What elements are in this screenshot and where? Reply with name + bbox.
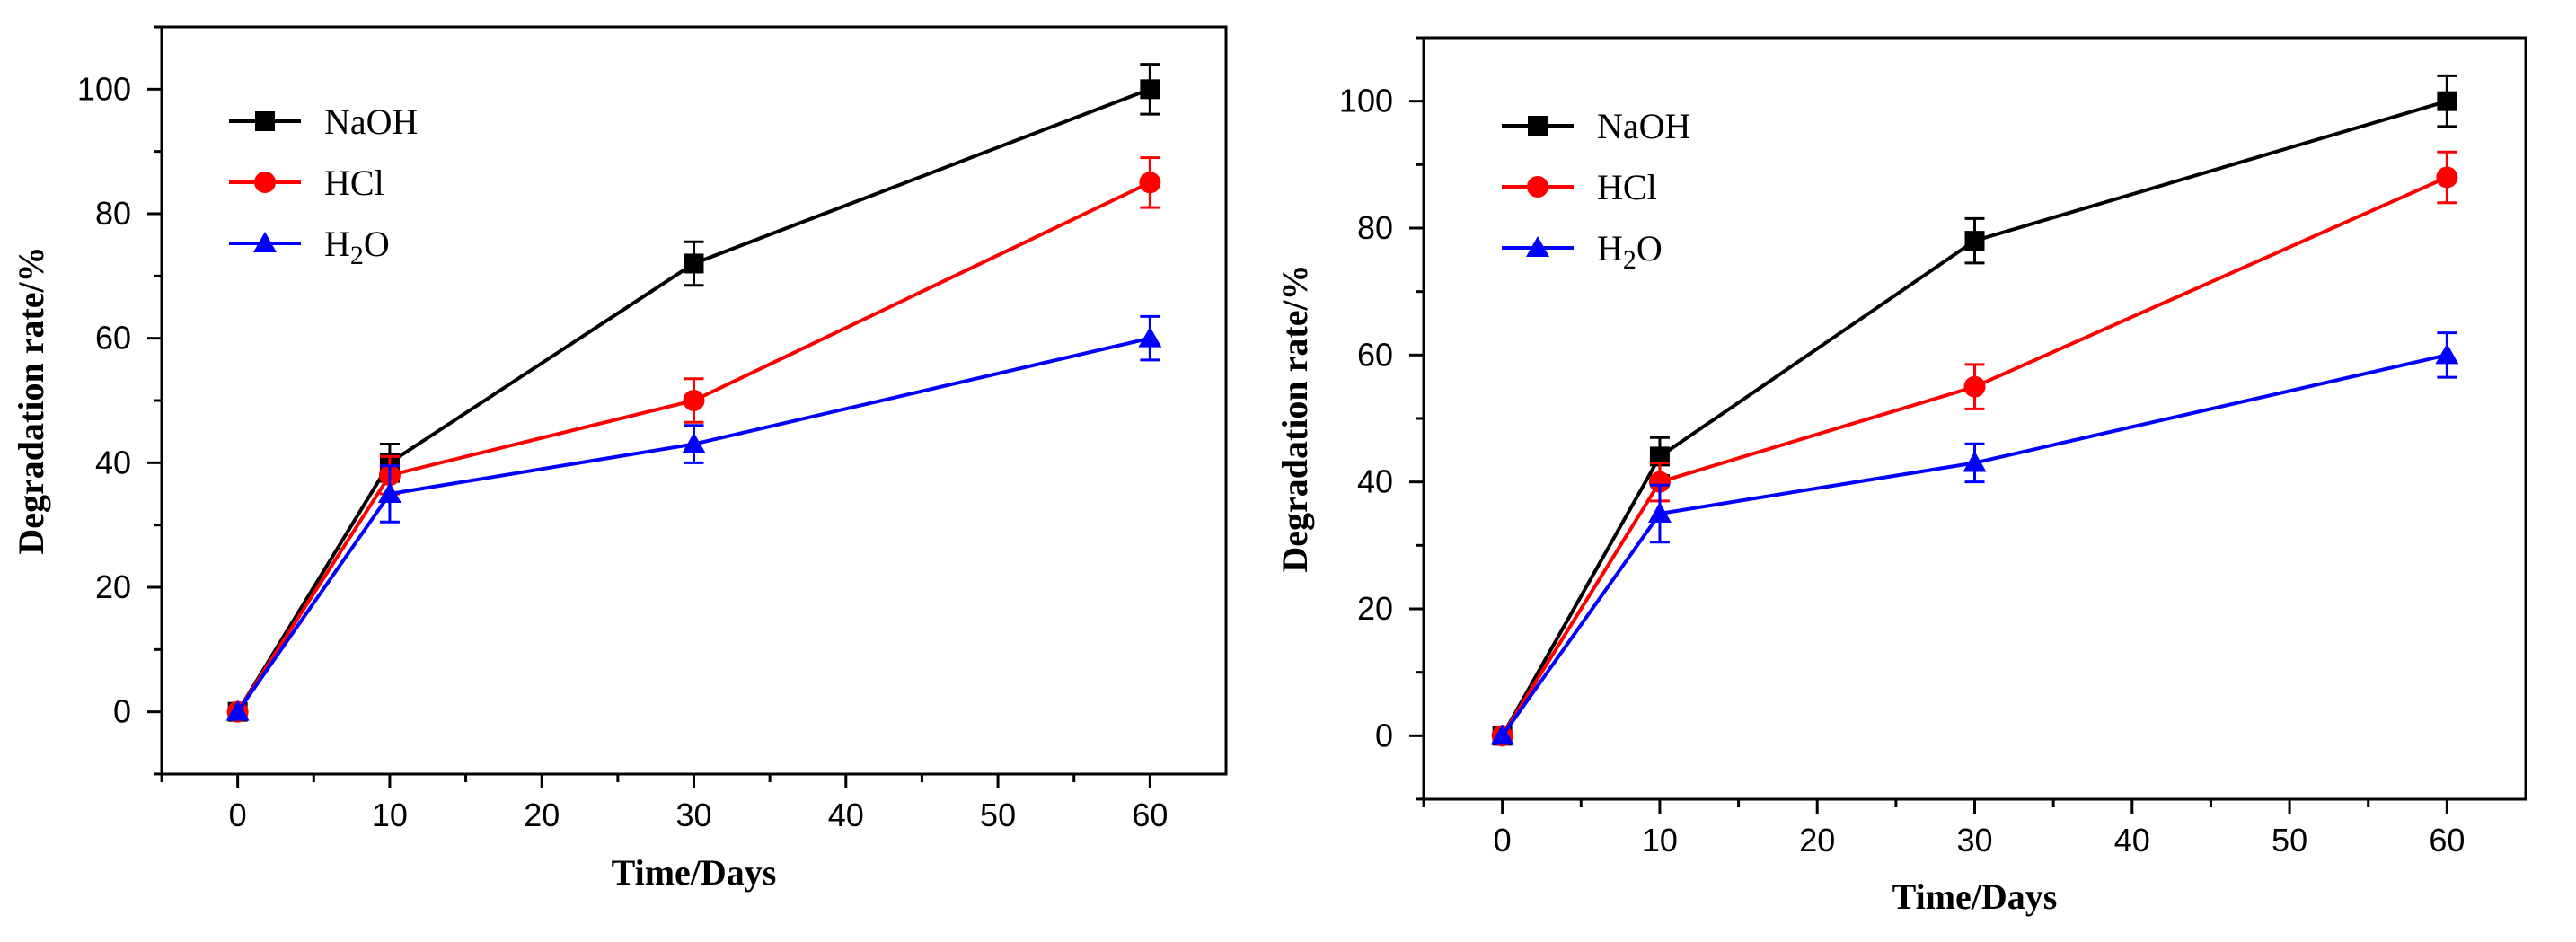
legend-label-hcl: HCl (324, 163, 384, 203)
series-line-hcl (1500, 175, 2448, 737)
y-tick-label: 60 (95, 320, 131, 357)
legend-marker-hcl (254, 172, 276, 193)
x-tick-label: 0 (1494, 822, 1512, 858)
y-tick-label: 80 (95, 195, 131, 232)
legend-marker-h2o (253, 232, 277, 252)
y-tick-label: 20 (1357, 590, 1393, 627)
x-tick-label: 20 (524, 797, 560, 833)
data-point-naoh (1140, 79, 1160, 100)
x-axis-label: Time/Days (612, 852, 777, 893)
legend-label-naoh: NaOH (1597, 106, 1690, 146)
data-point-naoh (1964, 231, 1985, 251)
data-point-h2o (1490, 724, 1514, 745)
data-point-h2o (377, 482, 401, 503)
series-line-hcl (235, 180, 1151, 713)
data-point-naoh (1649, 446, 1670, 467)
legend-label-h2o: H2O (1597, 228, 1663, 275)
x-tick-label: 40 (2114, 822, 2150, 858)
x-tick-label: 10 (372, 797, 408, 833)
data-point-h2o (1963, 451, 1987, 472)
data-point-hcl (1963, 375, 1986, 398)
series-line-naoh (235, 87, 1151, 713)
x-tick-label: 50 (2272, 822, 2307, 858)
data-point-naoh (2437, 91, 2457, 111)
y-tick-label: 0 (113, 693, 131, 730)
x-axis-label: Time/Days (1892, 876, 2058, 917)
y-tick-label: 80 (1357, 209, 1393, 246)
y-axis-label: Degradation rate/% (1275, 264, 1315, 572)
right-chart-panel: 0 10 20 30 40 50 60 0 20 40 60 80 100 Time/Days Degrad… (1275, 36, 2527, 917)
legend-label-naoh: NaOH (324, 101, 418, 142)
y-axis-label: Degradation rate/% (11, 246, 51, 554)
data-point-h2o (1647, 502, 1672, 523)
y-tick-label: 40 (95, 444, 131, 480)
legend-marker-hcl (1527, 176, 1548, 198)
y-tick-label: 40 (1357, 463, 1393, 500)
legend-label-hcl: HCl (1597, 167, 1657, 207)
series-line-naoh (1500, 99, 2448, 737)
data-point-naoh (684, 253, 704, 274)
x-tick-label: 0 (229, 797, 247, 833)
plot-frame (1422, 36, 2527, 801)
x-tick-label: 40 (828, 797, 864, 833)
x-tick-label: 30 (1956, 822, 1992, 858)
series-line-h2o (1501, 353, 2448, 737)
legend-label-h2o: H2O (324, 224, 390, 270)
data-point-hcl (2436, 166, 2458, 189)
legend-marker-naoh (1528, 116, 1548, 136)
y-tick-label: 100 (77, 70, 131, 107)
y-tick-label: 60 (1357, 336, 1393, 373)
left-chart-panel: 0 10 20 30 40 50 60 0 20 40 60 80 100 Time/Days Degrad… (11, 25, 1228, 893)
y-tick-label: 0 (1375, 717, 1393, 753)
y-tick-label: 20 (95, 568, 131, 605)
data-point-h2o (2435, 343, 2459, 365)
data-point-h2o (1138, 326, 1162, 348)
legend-marker-naoh (255, 111, 275, 131)
x-tick-label: 60 (2429, 822, 2465, 858)
y-tick-label: 100 (1339, 83, 1393, 119)
x-tick-label: 50 (980, 797, 1016, 833)
x-tick-label: 30 (675, 797, 711, 833)
series-line-h2o (236, 336, 1151, 713)
data-point-hcl (1648, 471, 1671, 493)
data-point-h2o (225, 700, 250, 721)
data-point-hcl (1139, 172, 1161, 194)
x-tick-label: 60 (1132, 797, 1168, 833)
data-point-h2o (682, 432, 706, 453)
x-tick-label: 10 (1642, 822, 1678, 858)
legend-marker-h2o (1526, 236, 1549, 257)
x-tick-label: 20 (1799, 822, 1835, 858)
data-point-hcl (683, 390, 705, 411)
